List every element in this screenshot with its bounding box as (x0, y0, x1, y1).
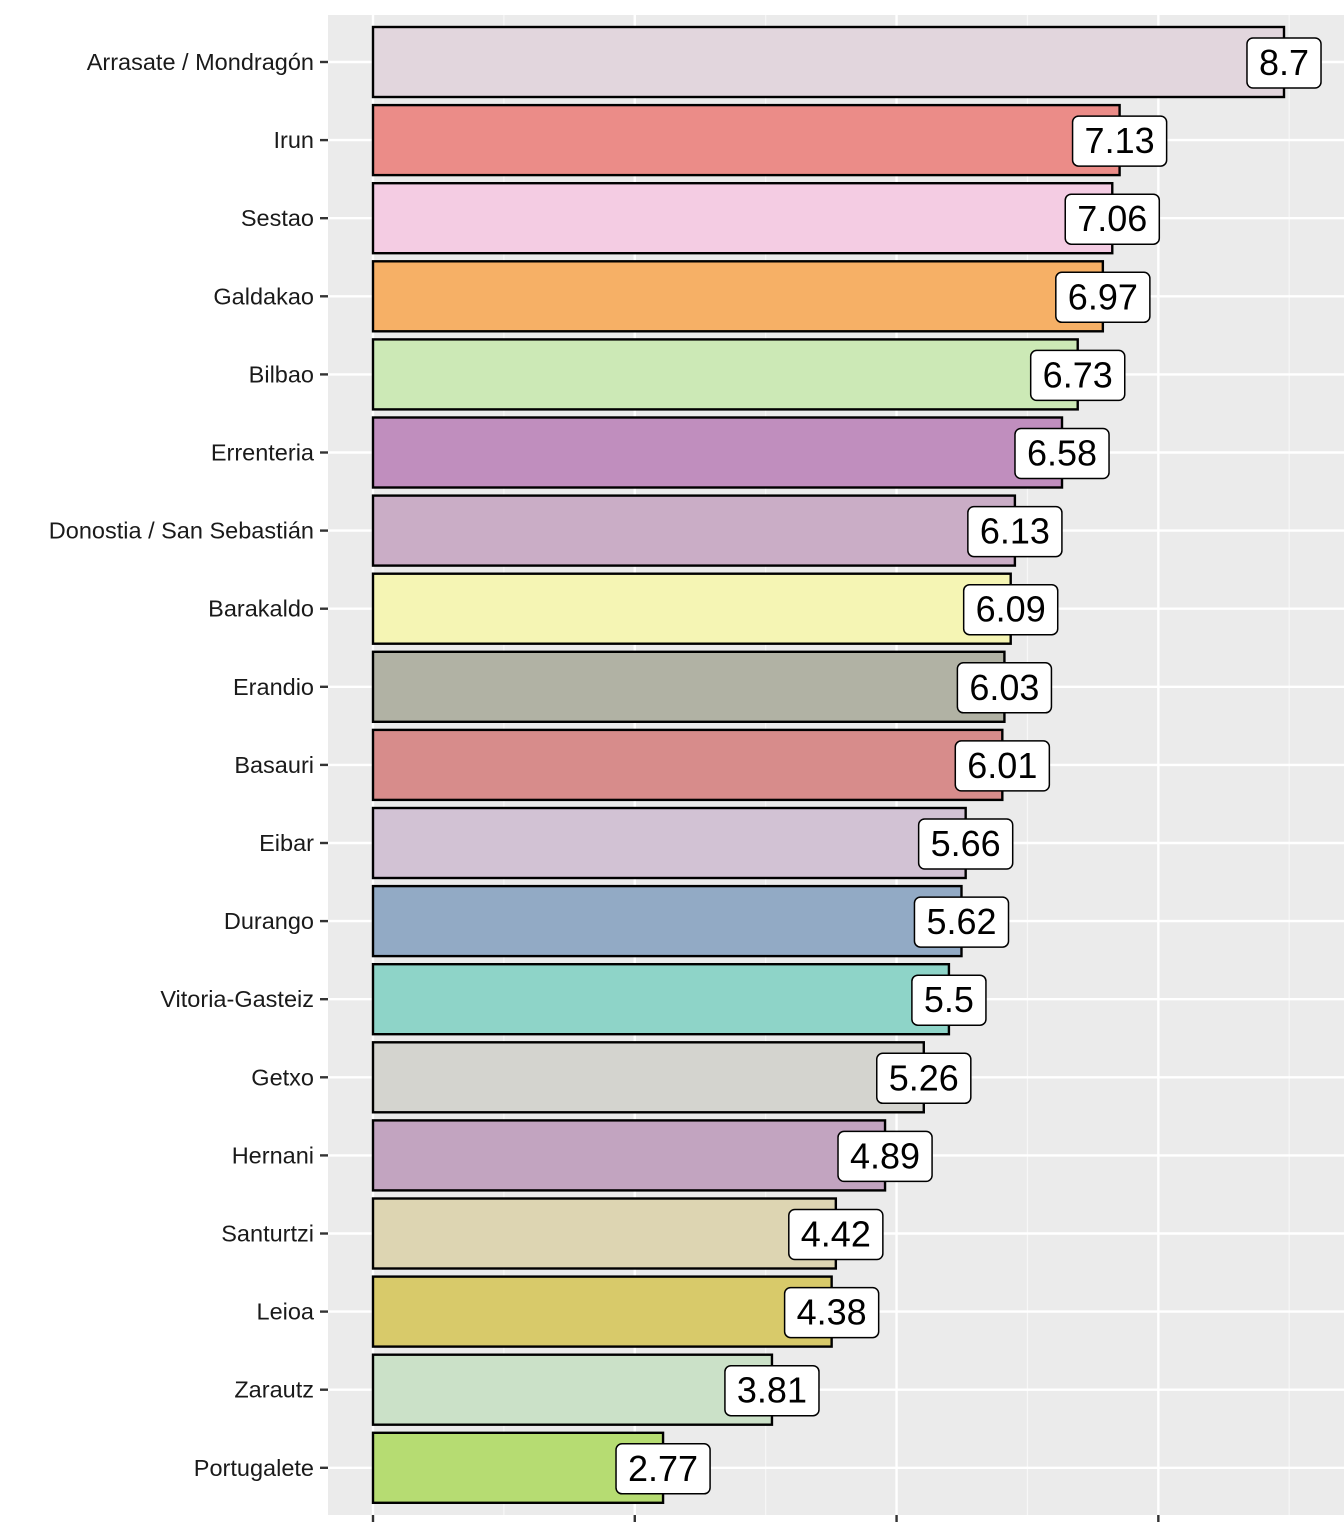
value-label-box (837, 1130, 933, 1183)
y-tick-label: Getxo (251, 1064, 314, 1090)
y-tick-label: Vitoria-Gasteiz (160, 986, 314, 1012)
bar (371, 650, 1006, 723)
y-tick-label: Barakaldo (208, 596, 314, 622)
bar (371, 181, 1114, 255)
value-label-box (962, 583, 1059, 636)
bar (371, 103, 1121, 177)
y-tick-label: Leioa (257, 1299, 315, 1325)
value-label: 6.03 (969, 667, 1039, 708)
bar (371, 806, 967, 880)
value-label-box (917, 818, 1014, 870)
y-tick-label: Errenteria (211, 440, 315, 466)
value-label-box (956, 662, 1053, 714)
y-tick-label: Irun (274, 127, 315, 153)
y-tick-label: Galdakao (213, 283, 314, 309)
y-tick-label: Donostia / San Sebastián (49, 518, 314, 544)
bar (371, 1353, 774, 1426)
value-label-box (913, 896, 1010, 948)
value-label: 5.5 (924, 979, 974, 1020)
y-tick-label: Arrasate / Mondragón (87, 49, 314, 75)
bar (371, 25, 1286, 99)
value-label: 6.73 (1043, 354, 1113, 395)
y-tick-label: Basauri (234, 752, 314, 778)
y-tick-label: Sestao (241, 205, 314, 231)
bar (371, 963, 951, 1036)
bar (371, 260, 1105, 333)
value-label-box (967, 505, 1063, 558)
value-label: 2.77 (628, 1448, 698, 1489)
bar (371, 884, 963, 958)
bar (371, 338, 1079, 411)
value-label-box (1055, 271, 1151, 324)
value-label-box (1064, 193, 1161, 245)
value-label-box (1014, 427, 1110, 480)
value-label: 8.7 (1259, 42, 1309, 83)
y-tick-label: Durango (224, 908, 314, 934)
value-label: 7.13 (1085, 120, 1155, 161)
bar (371, 416, 1064, 489)
bar (371, 728, 1004, 802)
y-tick-label: Bilbao (249, 361, 314, 387)
value-label-box (876, 1052, 972, 1105)
value-label: 5.62 (926, 901, 996, 942)
bar (371, 1275, 833, 1348)
bar (371, 1041, 925, 1114)
value-label: 5.66 (931, 823, 1001, 864)
bar (371, 494, 1017, 567)
y-tick-label: Zarautz (234, 1377, 314, 1403)
y-tick-label: Santurtzi (221, 1221, 314, 1247)
value-label-box (911, 974, 987, 1026)
value-label-box (615, 1443, 711, 1495)
value-label: 4.38 (797, 1292, 867, 1333)
value-label: 6.97 (1068, 276, 1138, 317)
value-label: 6.01 (967, 745, 1037, 786)
value-label-box (1246, 37, 1322, 89)
y-tick-label: Portugalete (194, 1455, 314, 1481)
y-tick-label: Erandio (233, 674, 314, 700)
y-tick-label: Hernani (232, 1142, 314, 1168)
value-label-box (724, 1364, 820, 1417)
value-label: 6.09 (976, 589, 1046, 630)
value-label: 5.26 (889, 1057, 959, 1098)
value-label: 4.42 (801, 1214, 871, 1255)
bar (371, 572, 1012, 645)
value-label: 6.13 (980, 511, 1050, 552)
bar (371, 1119, 887, 1192)
value-label: 7.06 (1077, 198, 1147, 239)
value-label-box (788, 1208, 884, 1261)
value-label: 3.81 (737, 1370, 807, 1411)
value-label-box (1029, 349, 1126, 402)
value-label: 6.58 (1027, 433, 1097, 474)
value-label-box (1071, 115, 1168, 167)
value-label: 4.89 (850, 1135, 920, 1176)
value-label-box (954, 740, 1051, 792)
value-label-box (783, 1286, 880, 1339)
bar (371, 1197, 838, 1270)
y-tick-label: Eibar (259, 830, 314, 856)
